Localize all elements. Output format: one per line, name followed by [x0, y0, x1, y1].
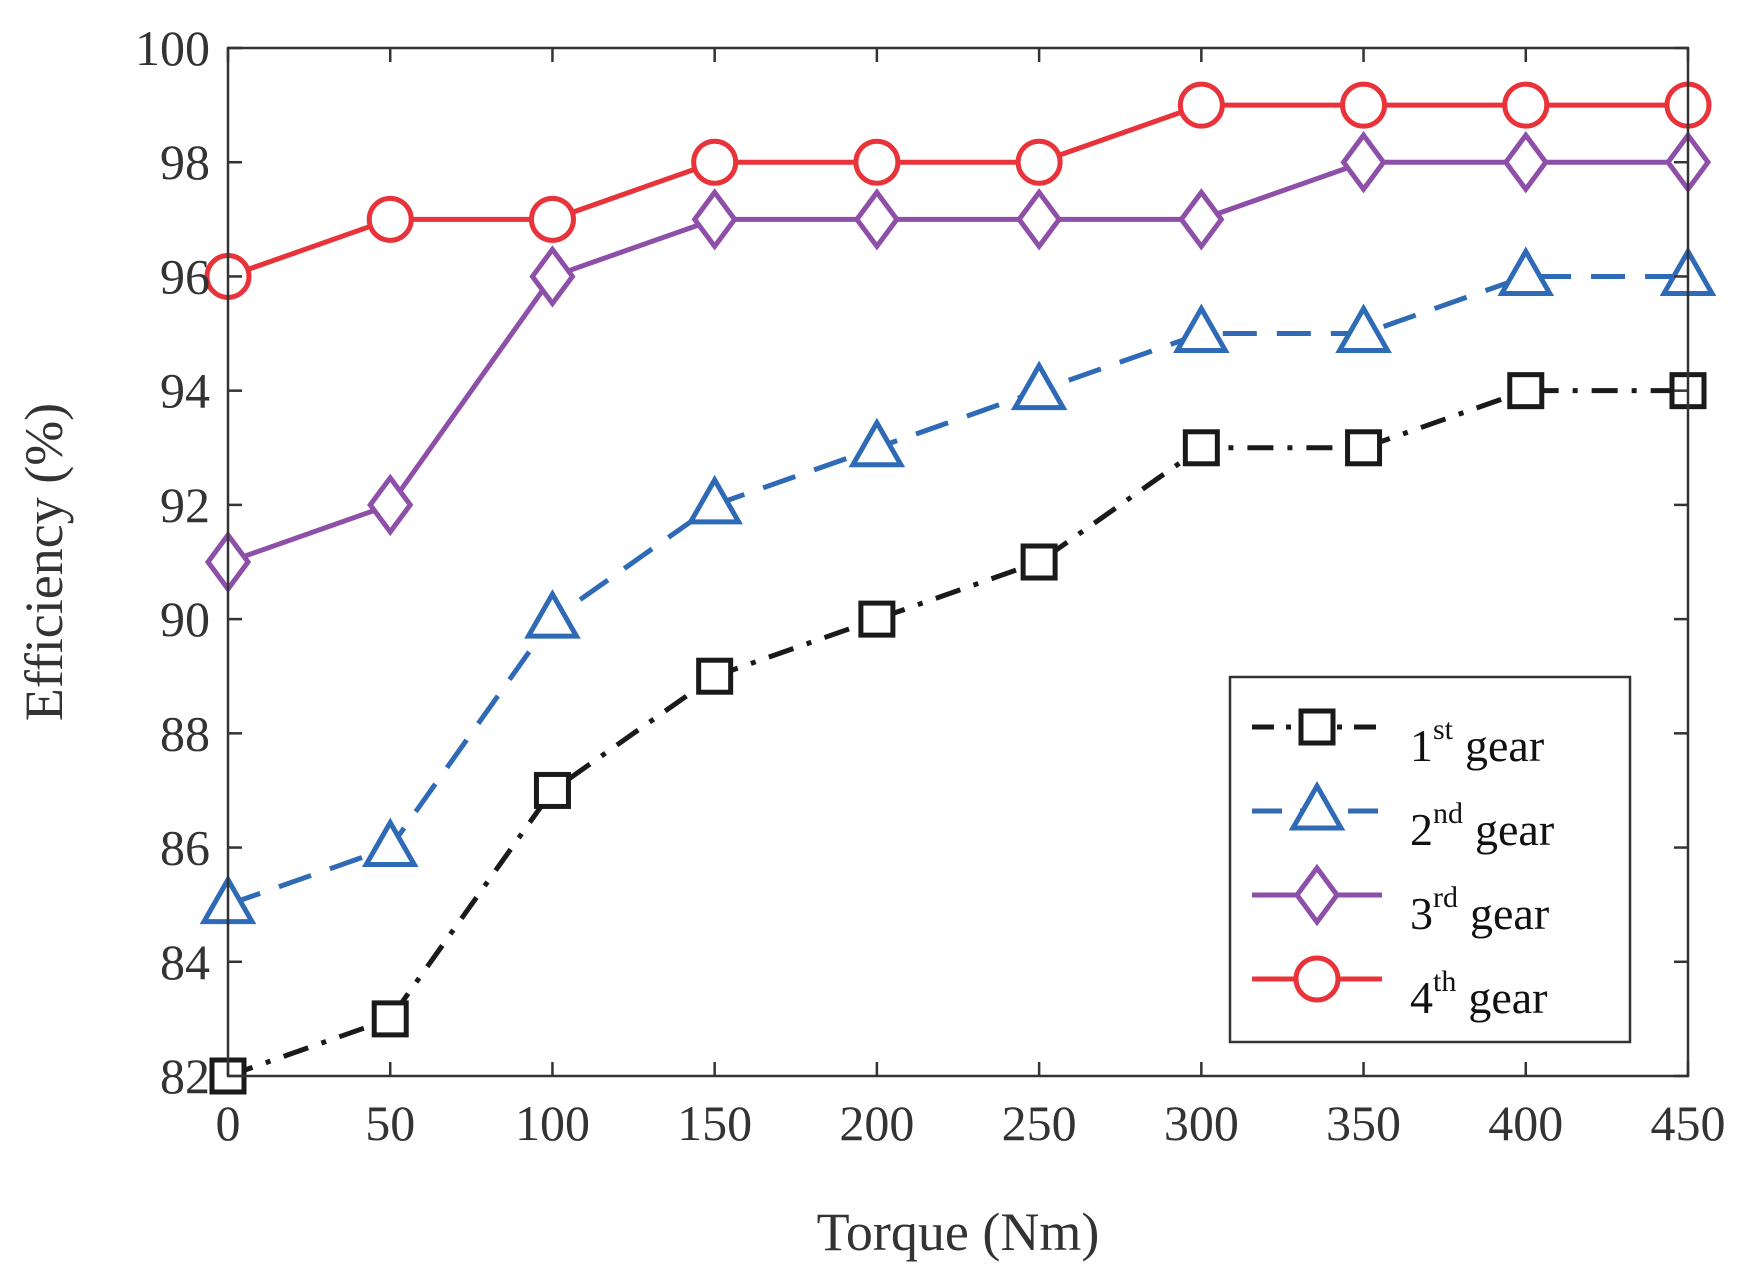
x-tick-label: 50 — [365, 1095, 415, 1151]
data-point — [848, 417, 906, 468]
series-line — [227, 273, 1688, 908]
x-tick-label: 300 — [1164, 1095, 1239, 1151]
x-tick-label: 350 — [1326, 1095, 1401, 1151]
y-tick-label: 94 — [160, 363, 210, 419]
legend-label: 4th gear — [1410, 965, 1548, 1023]
data-point — [1182, 429, 1220, 467]
series-layer — [199, 81, 1717, 1095]
x-tick-label: 0 — [216, 1095, 241, 1151]
legend-item: 3rd gear — [1252, 863, 1549, 939]
plot-frame — [226, 46, 1690, 1078]
legend-label: 2nd gear — [1410, 797, 1554, 855]
data-point — [533, 771, 571, 809]
data-point — [696, 657, 734, 695]
x-tick-label: 100 — [515, 1095, 590, 1151]
data-point — [1502, 81, 1550, 129]
legend-marker — [1288, 780, 1346, 831]
data-point — [853, 138, 901, 186]
x-tick-label: 150 — [677, 1095, 752, 1151]
x-tick-label: 250 — [1002, 1095, 1077, 1151]
data-point — [1340, 81, 1388, 129]
series-2 — [199, 246, 1717, 925]
data-point — [367, 473, 414, 537]
data-point — [528, 195, 576, 243]
x-tick-label: 450 — [1651, 1095, 1726, 1151]
data-point — [691, 138, 739, 186]
y-tick-label: 92 — [160, 477, 210, 533]
data-point — [1173, 303, 1230, 354]
x-tick-label: 400 — [1488, 1095, 1563, 1151]
legend-label: 3rd gear — [1410, 881, 1549, 939]
y-tick-label: 100 — [135, 20, 210, 76]
data-point — [1507, 372, 1545, 410]
legend-marker — [1298, 708, 1336, 746]
legend-label: 1st gear — [1410, 713, 1544, 771]
legend-item: 1st gear — [1252, 708, 1544, 771]
series-line — [227, 388, 1688, 1079]
legend: 1st gear 2nd gear 3rd gear 4th gear — [1228, 675, 1632, 1044]
y-tick-label: 88 — [160, 705, 210, 761]
legend-item: 2nd gear — [1252, 780, 1554, 855]
data-point — [853, 188, 901, 251]
data-point — [858, 600, 896, 638]
series-line — [227, 159, 1688, 565]
data-point — [686, 474, 743, 525]
data-point — [1010, 360, 1068, 411]
data-point — [1345, 429, 1383, 467]
series-3 — [204, 131, 1712, 594]
x-tick-label: 200 — [839, 1095, 914, 1151]
series-line — [227, 102, 1688, 279]
data-point — [361, 817, 419, 868]
data-point — [1178, 188, 1225, 251]
x-axis-title: Torque (Nm) — [817, 1202, 1100, 1262]
data-point — [366, 195, 414, 243]
data-point — [524, 589, 581, 639]
data-point — [1335, 303, 1392, 354]
legend-marker — [1293, 863, 1341, 927]
y-tick-label: 84 — [160, 934, 210, 990]
data-point — [1020, 543, 1058, 581]
y-tick-label: 96 — [160, 248, 210, 304]
y-tick-label: 86 — [160, 820, 210, 876]
y-tick-label: 90 — [160, 591, 210, 647]
legend-marker — [1293, 955, 1341, 1003]
data-point — [1015, 188, 1063, 251]
data-point — [691, 188, 738, 251]
data-point — [529, 245, 576, 308]
y-tick-label: 98 — [160, 134, 210, 190]
data-point — [1340, 131, 1387, 194]
axis-layer: 0 50 100 150 200 250 300 350 400 450 82 84 86 88 90 92 9… — [135, 20, 1726, 1151]
series-4 — [204, 81, 1712, 300]
data-point — [1497, 246, 1555, 296]
data-point — [371, 1000, 409, 1038]
legend-item: 4th gear — [1252, 955, 1548, 1023]
data-point — [1015, 138, 1063, 186]
y-axis-title: Efficiency (%) — [14, 403, 74, 721]
data-point — [1177, 81, 1225, 129]
y-tick-label: 82 — [160, 1048, 210, 1104]
data-point — [1502, 131, 1549, 194]
